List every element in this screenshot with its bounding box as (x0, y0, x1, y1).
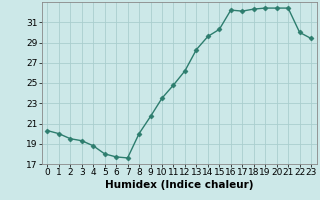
X-axis label: Humidex (Indice chaleur): Humidex (Indice chaleur) (105, 180, 253, 190)
